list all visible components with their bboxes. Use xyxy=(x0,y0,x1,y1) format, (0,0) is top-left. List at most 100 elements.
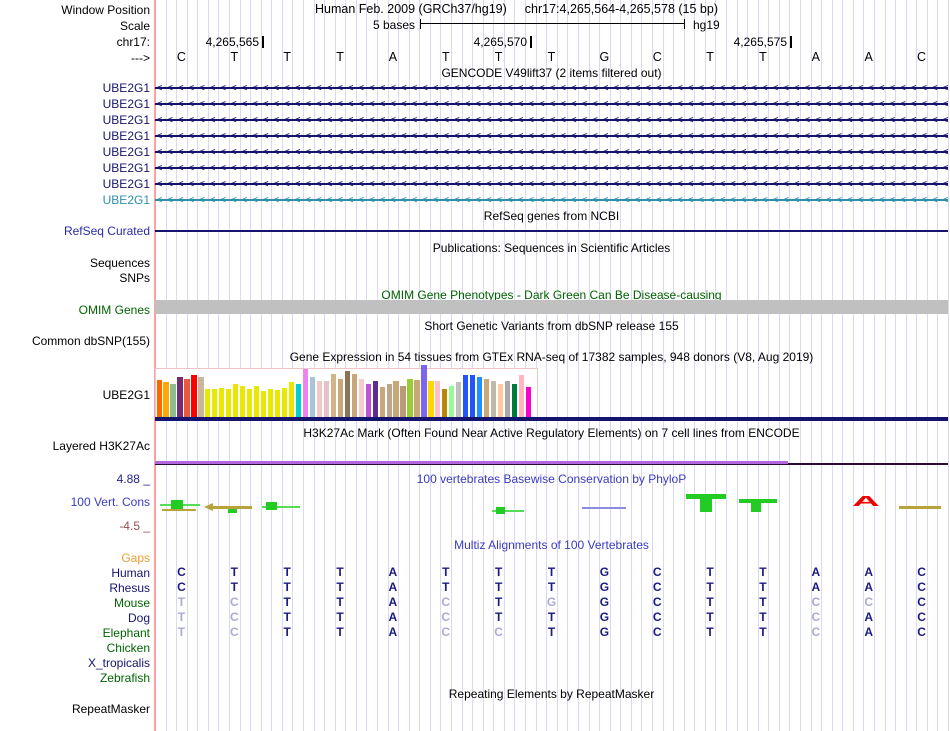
gtex-expression-bar[interactable] xyxy=(163,381,169,417)
gene-label[interactable]: UBE2G1 xyxy=(102,113,150,127)
gtex-expression-bar[interactable] xyxy=(254,385,260,417)
gene-label[interactable]: UBE2G1 xyxy=(102,177,150,191)
gtex-expression-bar[interactable] xyxy=(456,381,462,417)
h3k27ac-label[interactable]: Layered H3K27Ac xyxy=(52,439,150,453)
h3k27ac-track-title[interactable]: H3K27Ac Mark (Often Found Near Active Re… xyxy=(303,426,800,440)
gtex-expression-bar[interactable] xyxy=(484,378,490,417)
gtex-expression-bar[interactable] xyxy=(407,378,413,417)
alignment-species-label[interactable]: Mouse xyxy=(113,596,150,610)
gtex-expression-bar[interactable] xyxy=(518,374,525,417)
multiz-track-title[interactable]: Multiz Alignments of 100 Vertebrates xyxy=(454,538,649,552)
refseq-track-title[interactable]: RefSeq genes from NCBI xyxy=(483,209,620,223)
gtex-expression-bar[interactable] xyxy=(323,380,329,417)
gene-label[interactable]: UBE2G1 xyxy=(102,193,150,207)
gtex-expression-bar[interactable] xyxy=(226,388,232,417)
gtex-expression-bar[interactable] xyxy=(400,385,406,417)
gtex-track-title[interactable]: Gene Expression in 54 tissues from GTEx … xyxy=(289,350,814,364)
gene-item[interactable]: <<<<<<<<<<<<<<<<<<<<<<<<<<<<<<<<<<<<<<<<… xyxy=(155,112,948,128)
omim-track-title[interactable]: OMIM Gene Phenotypes - Dark Green Can Be… xyxy=(381,288,722,302)
gtex-expression-bar[interactable] xyxy=(498,383,504,417)
gene-item[interactable]: <<<<<<<<<<<<<<<<<<<<<<<<<<<<<<<<<<<<<<<<… xyxy=(155,176,948,192)
publications-track-title[interactable]: Publications: Sequences in Scientific Ar… xyxy=(432,241,671,255)
gene-item[interactable]: <<<<<<<<<<<<<<<<<<<<<<<<<<<<<<<<<<<<<<<<… xyxy=(155,128,948,144)
gtex-expression-bar[interactable] xyxy=(421,364,427,417)
alignment-species-label[interactable]: Elephant xyxy=(102,626,150,640)
gtex-expression-bar[interactable] xyxy=(316,380,322,417)
gtex-expression-bar[interactable] xyxy=(477,376,483,417)
gtex-expression-bar[interactable] xyxy=(372,380,378,417)
gtex-expression-bar[interactable] xyxy=(442,388,448,417)
gtex-expression-bar[interactable] xyxy=(177,376,183,417)
gene-label[interactable]: UBE2G1 xyxy=(102,145,150,159)
gtex-expression-bar[interactable] xyxy=(365,383,371,417)
gtex-expression-bar[interactable] xyxy=(505,380,511,417)
dbsnp-label[interactable]: Common dbSNP(155) xyxy=(31,334,150,348)
alignment-species-label[interactable]: Gaps xyxy=(121,551,150,565)
gene-item[interactable]: <<<<<<<<<<<<<<<<<<<<<<<<<<<<<<<<<<<<<<<<… xyxy=(155,80,948,96)
gtex-expression-bar[interactable] xyxy=(414,379,420,417)
gtex-expression-bar[interactable] xyxy=(281,387,288,417)
gtex-expression-bar[interactable] xyxy=(386,383,392,417)
alignment-species-label[interactable]: Chicken xyxy=(106,641,150,655)
gtex-expression-bar[interactable] xyxy=(309,376,316,417)
gtex-expression-bar[interactable] xyxy=(330,373,336,417)
gtex-expression-bar[interactable] xyxy=(198,376,204,417)
gtex-expression-bar[interactable] xyxy=(295,383,302,417)
gene-item[interactable]: <<<<<<<<<<<<<<<<<<<<<<<<<<<<<<<<<<<<<<<<… xyxy=(155,96,948,112)
sequences-label[interactable]: Sequences xyxy=(89,256,150,270)
gene-label[interactable]: UBE2G1 xyxy=(102,129,150,143)
alignment-species-label[interactable]: X_tropicalis xyxy=(87,656,150,670)
gtex-expression-bar[interactable] xyxy=(156,379,162,417)
gtex-gene-label[interactable]: UBE2G1 xyxy=(102,388,150,402)
gtex-expression-bar[interactable] xyxy=(470,374,476,417)
refseq-gene-line[interactable] xyxy=(155,230,948,232)
omim-genes-label[interactable]: OMIM Genes xyxy=(78,303,150,317)
gtex-expression-bar[interactable] xyxy=(511,383,518,417)
repeatmasker-label[interactable]: RepeatMasker xyxy=(71,702,150,716)
gene-label[interactable]: UBE2G1 xyxy=(102,161,150,175)
gene-item[interactable]: <<<<<<<<<<<<<<<<<<<<<<<<<<<<<<<<<<<<<<<<… xyxy=(155,160,948,176)
gene-label[interactable]: UBE2G1 xyxy=(102,81,150,95)
gtex-expression-bar[interactable] xyxy=(491,380,497,417)
gtex-expression-bar[interactable] xyxy=(240,385,246,417)
gtex-expression-bar[interactable] xyxy=(184,378,190,417)
phylop-track-label[interactable]: 100 Vert. Cons xyxy=(70,495,150,509)
gtex-expression-bar[interactable] xyxy=(379,386,385,417)
gtex-expression-bar[interactable] xyxy=(428,380,434,417)
gtex-expression-bar[interactable] xyxy=(233,383,239,417)
alignment-species-label[interactable]: Zebrafish xyxy=(99,671,150,685)
gtex-expression-bar[interactable] xyxy=(435,380,441,417)
omim-gene-bar[interactable] xyxy=(155,300,948,314)
snps-label[interactable]: SNPs xyxy=(119,271,150,285)
gtex-expression-bar[interactable] xyxy=(525,386,532,417)
gtex-expression-bar[interactable] xyxy=(205,388,211,417)
gtex-expression-bar[interactable] xyxy=(449,385,455,417)
gtex-expression-bar[interactable] xyxy=(288,381,295,417)
alignment-species-label[interactable]: Dog xyxy=(127,611,150,625)
gtex-expression-bar[interactable] xyxy=(358,378,364,417)
gtex-expression-bar[interactable] xyxy=(393,380,399,417)
alignment-species-label[interactable]: Rhesus xyxy=(109,581,150,595)
gtex-expression-bar[interactable] xyxy=(170,383,176,417)
gtex-expression-bar[interactable] xyxy=(268,388,274,417)
gtex-expression-bar[interactable] xyxy=(191,374,197,417)
repeatmasker-track-title[interactable]: Repeating Elements by RepeatMasker xyxy=(448,687,655,701)
gtex-expression-bar[interactable] xyxy=(463,374,469,417)
gtex-expression-bar[interactable] xyxy=(344,370,350,417)
gtex-expression-bar[interactable] xyxy=(351,373,357,417)
gtex-expression-bar[interactable] xyxy=(261,390,267,417)
gtex-expression-bar[interactable] xyxy=(302,368,309,417)
gtex-expression-bar[interactable] xyxy=(274,389,281,417)
gene-item[interactable]: <<<<<<<<<<<<<<<<<<<<<<<<<<<<<<<<<<<<<<<<… xyxy=(155,192,948,208)
alignment-species-label[interactable]: Human xyxy=(111,566,150,580)
refseq-curated-label[interactable]: RefSeq Curated xyxy=(63,224,150,238)
dbsnp-track-title[interactable]: Short Genetic Variants from dbSNP releas… xyxy=(424,319,679,333)
gtex-expression-bar[interactable] xyxy=(337,378,343,417)
phylop-track-title[interactable]: 100 vertebrates Basewise Conservation by… xyxy=(416,472,687,486)
gene-label[interactable]: UBE2G1 xyxy=(102,97,150,111)
gencode-track-title[interactable]: GENCODE V49lift37 (2 items filtered out) xyxy=(441,66,662,80)
gtex-expression-bar[interactable] xyxy=(219,387,225,417)
gene-item[interactable]: <<<<<<<<<<<<<<<<<<<<<<<<<<<<<<<<<<<<<<<<… xyxy=(155,144,948,160)
gtex-expression-bar[interactable] xyxy=(212,388,218,417)
gtex-expression-bar[interactable] xyxy=(247,388,253,417)
